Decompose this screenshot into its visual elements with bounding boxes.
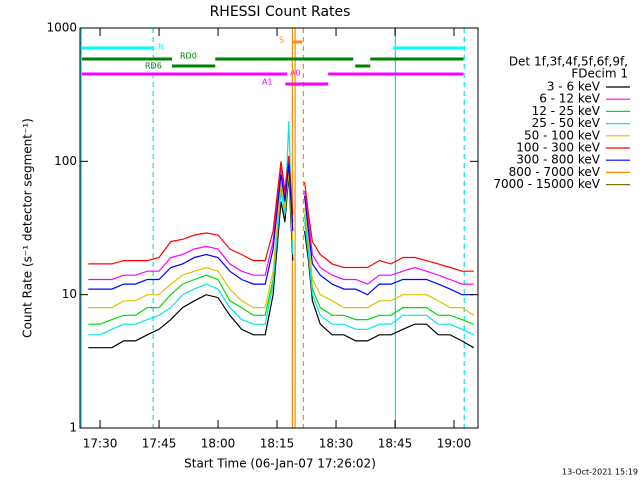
flag-label: RD0	[180, 52, 197, 61]
series-line	[88, 164, 474, 296]
legend-label: 7000 - 15000 keV	[493, 177, 600, 191]
x-tick-label: 19:00	[437, 437, 472, 451]
flag-label: N	[158, 43, 164, 52]
legend-title: Det 1f,3f,4f,5f,6f,9f,	[509, 55, 628, 69]
legend-label: 300 - 800 keV	[516, 153, 600, 167]
y-tick-label: 10	[62, 287, 77, 301]
legend-label: 50 - 100 keV	[524, 128, 601, 142]
x-tick-label: 18:15	[260, 437, 295, 451]
chart-title: RHESSI Count Rates	[210, 4, 351, 20]
legend-label: 12 - 25 keV	[532, 104, 601, 118]
x-tick-label: 17:30	[83, 437, 118, 451]
series-line	[88, 167, 475, 316]
footer: 13-Oct-2021 15:19	[562, 468, 638, 477]
flag-label: S	[279, 36, 284, 45]
legend-label: 800 - 7000 keV	[509, 165, 601, 179]
x-tick-label: 18:00	[201, 437, 236, 451]
y-tick-label: 1000	[46, 21, 77, 35]
legend-title: FDecim 1	[571, 67, 628, 81]
x-tick-label: 17:45	[142, 437, 177, 451]
y-axis-label: Count Rate (s⁻¹ detector segment⁻¹)	[21, 118, 35, 338]
legend-label: 25 - 50 keV	[532, 116, 601, 130]
x-tick-label: 18:45	[378, 437, 413, 451]
series-line	[88, 121, 474, 336]
series-line	[88, 174, 474, 349]
flag-label: A1	[262, 78, 273, 87]
plot-frame	[79, 27, 479, 429]
series-line	[88, 155, 474, 272]
x-tick-label: 18:30	[319, 437, 354, 451]
series-line	[88, 161, 474, 285]
y-tick-label: 100	[54, 154, 77, 168]
legend-label: 6 - 12 keV	[539, 92, 601, 106]
x-axis-label: Start Time (06-Jan-07 17:26:02)	[184, 457, 376, 471]
legend-label: 3 - 6 keV	[547, 80, 601, 94]
y-tick-label: 1	[69, 421, 77, 435]
legend-label: 100 - 300 keV	[516, 141, 600, 155]
